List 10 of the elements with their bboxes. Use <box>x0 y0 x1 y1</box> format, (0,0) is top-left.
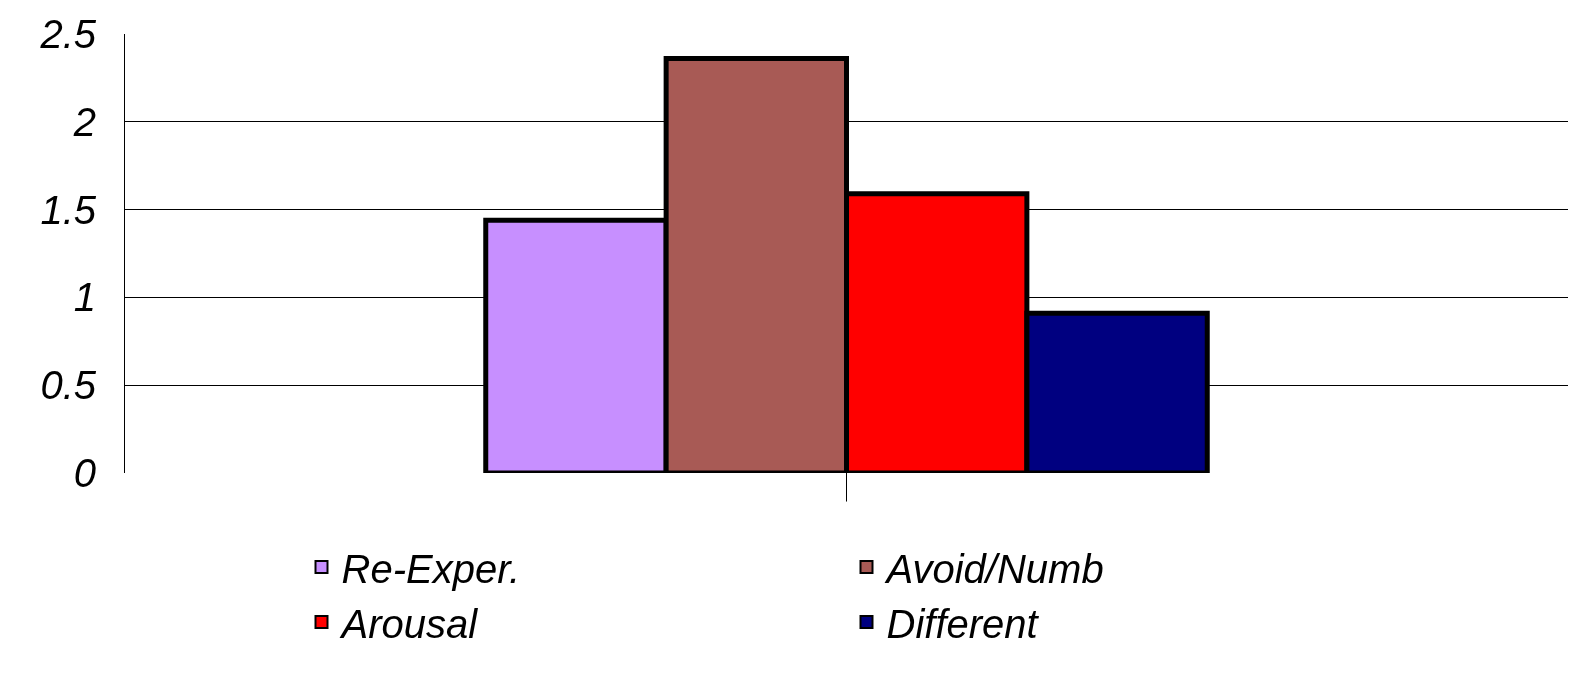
y-tick-label: 2.5 <box>39 12 97 56</box>
legend-label: Re-Exper. <box>341 546 521 591</box>
y-tick-label: 1 <box>73 275 96 320</box>
legend-label: Different <box>886 601 1040 646</box>
y-tick-label: 2 <box>72 99 96 144</box>
y-tick-label: 1.5 <box>40 187 97 232</box>
legend-label: Avoid/Numb <box>884 546 1104 591</box>
legend-label: Arousal <box>339 601 479 646</box>
y-tick-label: 0.5 <box>40 363 97 408</box>
y-tick-label: 0 <box>73 451 96 495</box>
